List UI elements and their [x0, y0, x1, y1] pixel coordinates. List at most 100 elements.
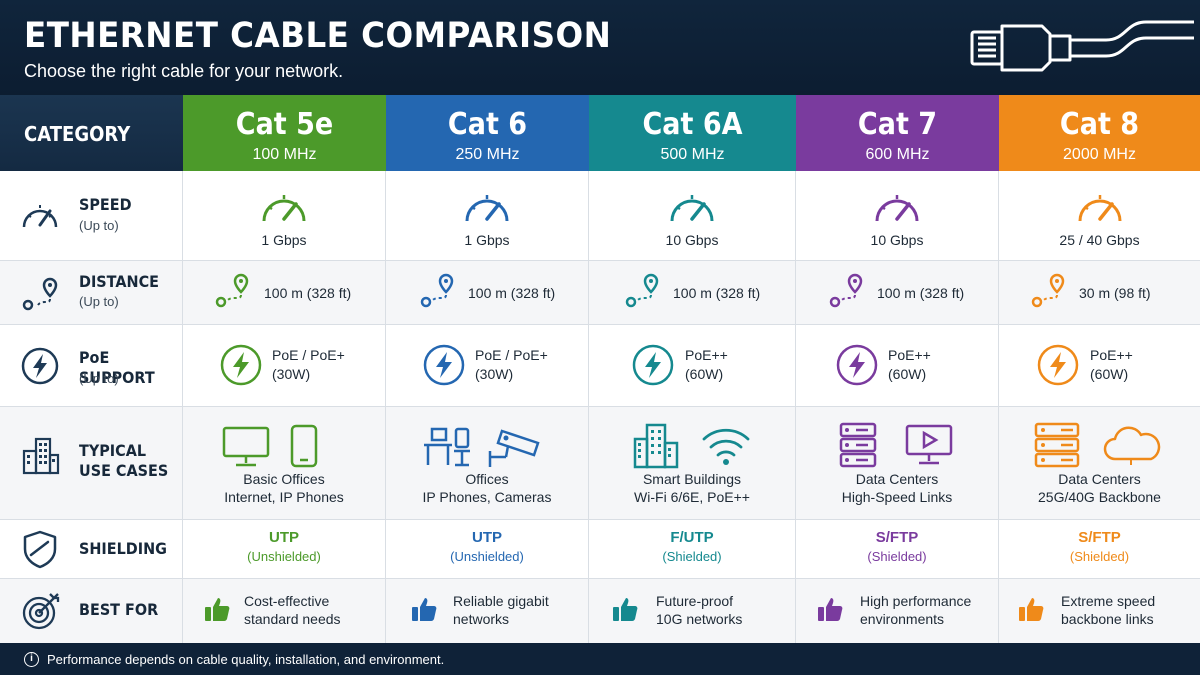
desk-chair-icon — [424, 427, 470, 467]
route-pin-icon — [625, 273, 659, 308]
shielding-cell: S/FTP (Shielded) — [796, 520, 999, 578]
shielding-description: (Shielded) — [662, 549, 722, 564]
speedometer-icon — [670, 195, 714, 222]
use-cases-row: TYPICAL USE CASES Basic Offices Internet… — [0, 407, 1200, 520]
comparison-table: CATEGORY Cat 5e 100 MHz Cat 6 250 MHz Ca… — [0, 95, 1200, 643]
lightning-icon — [632, 344, 674, 386]
shielding-row-header: SHIELDING — [0, 520, 183, 578]
cat7-header: Cat 7 600 MHz — [796, 95, 999, 171]
lightning-icon — [836, 344, 878, 386]
distance-value: 100 m (328 ft) — [877, 285, 965, 301]
use-case-detail: 25G/40G Backbone — [1038, 489, 1161, 505]
page-subtitle: Choose the right cable for your network. — [24, 61, 344, 81]
use-case-detail: Wi-Fi 6/6E, PoE++ — [634, 489, 750, 505]
footer-note: Performance depends on cable quality, in… — [47, 652, 445, 667]
best-for-line1: Extreme speed — [1061, 593, 1156, 609]
best-for-cell: Reliable gigabit networks — [386, 579, 589, 643]
shielding-cell: F/UTP (Shielded) — [589, 520, 796, 578]
speedometer-icon — [262, 195, 306, 222]
speedometer-icon — [465, 195, 509, 222]
distance-cell: 100 m (328 ft) — [796, 261, 999, 324]
cable-frequency: 250 MHz — [455, 146, 520, 163]
row-label: BEST FOR — [79, 600, 159, 619]
row-label: USE CASES — [79, 461, 169, 480]
security-camera-icon — [488, 429, 540, 467]
poe-row-header: PoE SUPPORT (Up to) — [0, 325, 183, 406]
best-for-cell: Future-proof 10G networks — [589, 579, 796, 643]
poe-standard: PoE++ — [888, 347, 931, 363]
cat6-header: Cat 6 250 MHz — [386, 95, 589, 171]
shielding-description: (Shielded) — [867, 549, 927, 564]
shielding-type: S/FTP — [875, 529, 919, 546]
use-case-title: Data Centers — [855, 471, 939, 487]
shielding-row: SHIELDING UTP (Unshielded) UTP (Unshield… — [0, 520, 1200, 579]
row-sublabel: (Up to) — [79, 294, 119, 309]
row-sublabel: (Up to) — [79, 371, 119, 386]
route-pin-icon — [829, 273, 863, 308]
ethernet-plug-icon — [970, 20, 1194, 72]
cable-frequency: 600 MHz — [865, 146, 930, 163]
use-case-title: Offices — [465, 471, 509, 487]
cable-frequency: 2000 MHz — [1063, 146, 1136, 163]
best-for-line1: Reliable gigabit — [453, 593, 549, 609]
cable-name: Cat 8 — [1059, 107, 1140, 142]
use-case-title: Data Centers — [1058, 471, 1141, 487]
shielding-type: UTP — [472, 529, 502, 546]
poe-wattage: (60W) — [1090, 366, 1129, 382]
route-pin-icon — [420, 273, 454, 308]
category-header: CATEGORY — [0, 95, 183, 171]
cat6a-header: Cat 6A 500 MHz — [589, 95, 796, 171]
speed-cell: 25 / 40 Gbps — [999, 171, 1200, 260]
cable-frequency: 100 MHz — [252, 146, 317, 163]
use-case-title: Basic Offices — [243, 471, 325, 487]
poe-cell: PoE / PoE+ (30W) — [183, 325, 386, 406]
cable-name: Cat 7 — [857, 107, 938, 142]
server-icon — [1034, 422, 1080, 468]
poe-row: PoE SUPPORT (Up to) PoE / PoE+ (30W) PoE… — [0, 325, 1200, 407]
cable-name: Cat 6 — [447, 107, 528, 142]
cable-name: Cat 5e — [235, 107, 334, 142]
distance-cell: 100 m (328 ft) — [386, 261, 589, 324]
use-case-detail: High-Speed Links — [841, 489, 953, 505]
use-case-cell: Data Centers High-Speed Links — [796, 407, 999, 519]
poe-wattage: (60W) — [685, 366, 724, 382]
speed-value: 1 Gbps — [261, 232, 307, 248]
cat5e-header: Cat 5e 100 MHz — [183, 95, 386, 171]
poe-cell: PoE++ (60W) — [999, 325, 1200, 406]
cable-frequency: 500 MHz — [660, 146, 725, 163]
shielding-type: S/FTP — [1078, 529, 1121, 546]
best-for-line2: backbone links — [1061, 611, 1154, 627]
shielding-type: UTP — [269, 529, 299, 546]
distance-value: 30 m (98 ft) — [1079, 285, 1151, 301]
lightning-icon — [1037, 344, 1079, 386]
server-icon — [839, 422, 877, 468]
speed-value: 10 Gbps — [870, 232, 924, 248]
poe-wattage: (60W) — [888, 366, 927, 382]
use-case-cell: Offices IP Phones, Cameras — [386, 407, 589, 519]
poe-wattage: (30W) — [272, 366, 311, 382]
shield-icon — [23, 530, 57, 569]
use-case-cell: Basic Offices Internet, IP Phones — [183, 407, 386, 519]
row-sublabel: (Up to) — [79, 218, 119, 233]
use-cases-row-header: TYPICAL USE CASES — [0, 407, 183, 519]
shielding-cell: UTP (Unshielded) — [386, 520, 589, 578]
speed-value: 25 / 40 Gbps — [1059, 232, 1140, 248]
lightning-icon — [220, 344, 262, 386]
speed-cell: 10 Gbps — [589, 171, 796, 260]
thumbs-up-icon — [613, 598, 638, 621]
wifi-icon — [702, 428, 750, 465]
best-for-line2: networks — [453, 611, 510, 627]
shielding-cell: S/FTP (Shielded) — [999, 520, 1200, 578]
distance-value: 100 m (328 ft) — [673, 285, 761, 301]
phone-icon — [290, 424, 318, 468]
poe-standard: PoE++ — [1090, 347, 1133, 363]
use-case-title: Smart Buildings — [642, 471, 742, 487]
distance-value: 100 m (328 ft) — [264, 285, 352, 301]
footer: i Performance depends on cable quality, … — [0, 643, 1200, 675]
target-icon — [22, 593, 60, 630]
use-case-cell: Smart Buildings Wi-Fi 6/6E, PoE++ — [589, 407, 796, 519]
best-for-line2: 10G networks — [656, 611, 743, 627]
poe-standard: PoE++ — [685, 347, 728, 363]
distance-cell: 100 m (328 ft) — [183, 261, 386, 324]
speedometer-icon — [875, 195, 919, 222]
